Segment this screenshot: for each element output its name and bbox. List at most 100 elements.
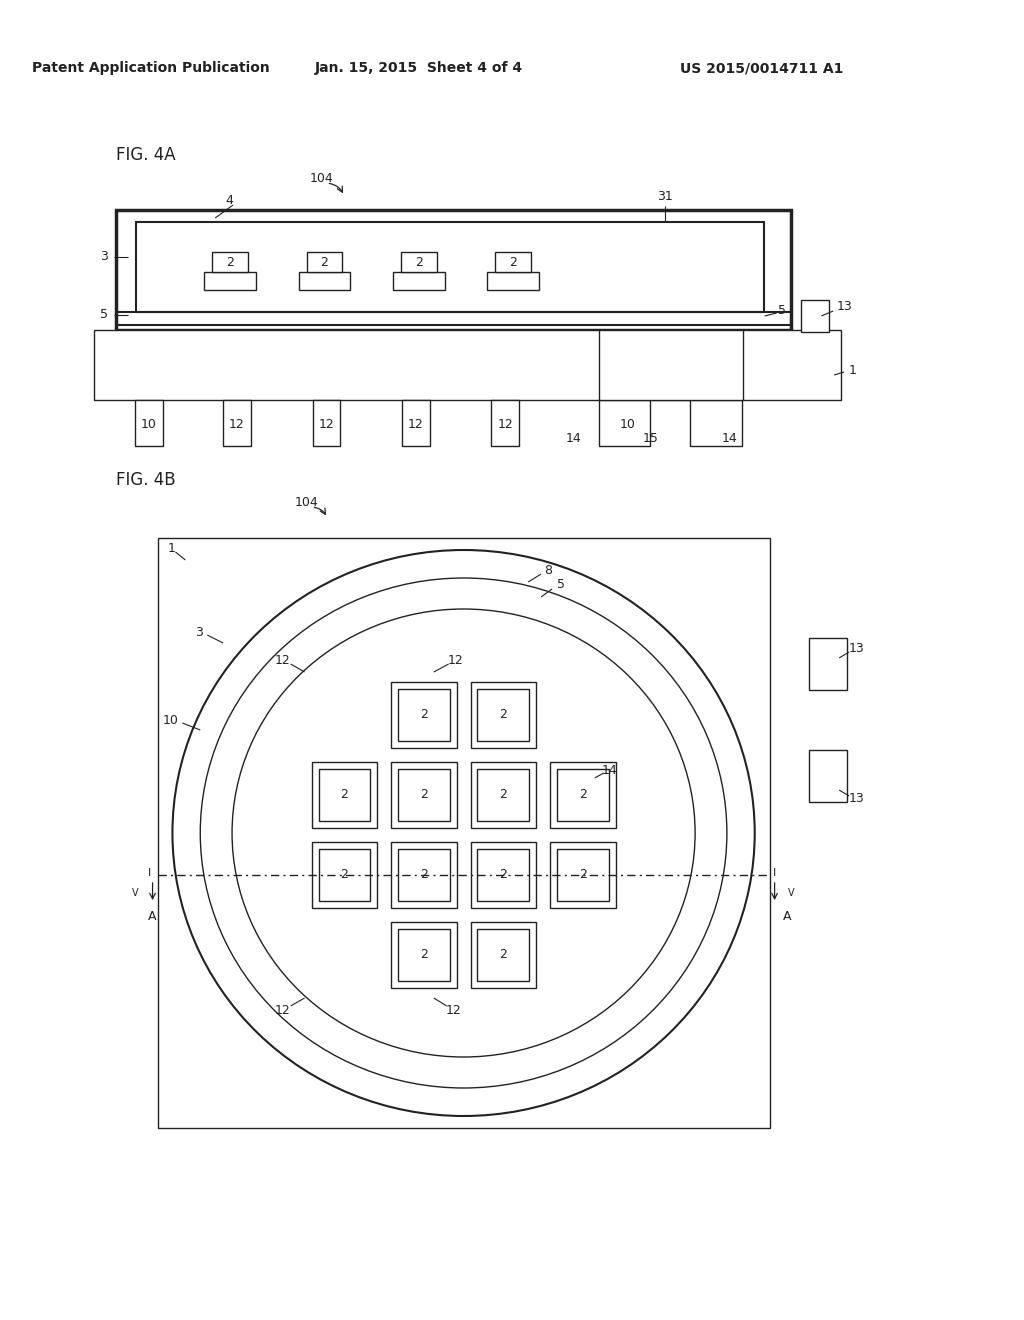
Text: 2: 2 — [500, 788, 507, 801]
Bar — [398, 770, 450, 821]
Text: US 2015/0014711 A1: US 2015/0014711 A1 — [680, 61, 844, 75]
Bar — [487, 272, 539, 290]
Text: I: I — [147, 869, 152, 878]
Bar — [402, 400, 430, 446]
Text: 2: 2 — [500, 709, 507, 722]
Bar — [809, 638, 847, 690]
Text: V: V — [132, 888, 139, 898]
Text: 14: 14 — [566, 432, 582, 445]
Text: 12: 12 — [229, 418, 245, 432]
Bar — [391, 762, 457, 828]
Bar — [94, 330, 841, 400]
Bar — [212, 252, 248, 272]
Text: 14: 14 — [602, 763, 617, 776]
Bar — [809, 750, 847, 803]
Bar — [599, 400, 650, 446]
Text: 104: 104 — [295, 495, 318, 508]
Bar — [550, 762, 615, 828]
Bar — [492, 400, 519, 446]
Text: 1: 1 — [849, 363, 857, 376]
Bar — [477, 770, 529, 821]
Text: A: A — [783, 911, 792, 924]
Text: 31: 31 — [657, 190, 673, 203]
Text: 10: 10 — [620, 418, 636, 432]
Text: 12: 12 — [408, 418, 424, 432]
Text: 8: 8 — [544, 564, 552, 577]
Bar — [393, 272, 444, 290]
Text: 15: 15 — [642, 432, 658, 445]
Text: 2: 2 — [579, 788, 587, 801]
Text: 12: 12 — [447, 653, 464, 667]
Text: FIG. 4A: FIG. 4A — [116, 147, 175, 164]
Bar — [391, 682, 457, 748]
Bar — [223, 400, 251, 446]
Bar — [477, 849, 529, 902]
Text: 12: 12 — [318, 418, 334, 432]
Bar — [471, 682, 537, 748]
Text: I: I — [773, 869, 776, 878]
Bar — [398, 929, 450, 981]
Text: FIG. 4B: FIG. 4B — [116, 471, 175, 488]
Text: 2: 2 — [500, 869, 507, 882]
Bar — [599, 330, 742, 400]
Text: 13: 13 — [837, 301, 852, 314]
Text: 3: 3 — [196, 626, 203, 639]
Text: 2: 2 — [420, 869, 428, 882]
Bar — [398, 689, 450, 741]
Bar — [312, 400, 340, 446]
Bar — [116, 210, 792, 330]
Bar — [557, 770, 608, 821]
Bar — [135, 400, 163, 446]
Text: 10: 10 — [140, 418, 157, 432]
Text: 13: 13 — [848, 642, 864, 655]
Text: A: A — [148, 911, 157, 924]
Bar — [471, 762, 537, 828]
Bar — [477, 689, 529, 741]
Text: 12: 12 — [498, 418, 513, 432]
Text: 12: 12 — [445, 1003, 462, 1016]
Bar — [496, 252, 531, 272]
Text: 1: 1 — [168, 543, 175, 556]
Text: Patent Application Publication: Patent Application Publication — [32, 61, 269, 75]
Text: 2: 2 — [226, 256, 234, 268]
Text: Jan. 15, 2015  Sheet 4 of 4: Jan. 15, 2015 Sheet 4 of 4 — [314, 61, 523, 75]
Text: 2: 2 — [321, 256, 329, 268]
Text: 4: 4 — [225, 194, 233, 206]
Text: 2: 2 — [509, 256, 517, 268]
Text: 14: 14 — [722, 432, 737, 445]
Bar — [299, 272, 350, 290]
Text: 5: 5 — [100, 309, 108, 322]
Bar — [135, 222, 764, 312]
Text: 5: 5 — [557, 578, 565, 591]
Text: V: V — [788, 888, 795, 898]
Text: 13: 13 — [848, 792, 864, 804]
Text: 104: 104 — [309, 172, 334, 185]
Ellipse shape — [201, 578, 727, 1088]
Bar — [391, 921, 457, 987]
Bar — [318, 770, 371, 821]
Text: 3: 3 — [100, 251, 108, 264]
Bar — [401, 252, 437, 272]
Bar — [318, 849, 371, 902]
Text: 2: 2 — [415, 256, 423, 268]
Ellipse shape — [232, 609, 695, 1057]
Text: 2: 2 — [340, 869, 348, 882]
Bar — [550, 842, 615, 908]
Text: 10: 10 — [163, 714, 178, 726]
Text: 2: 2 — [420, 709, 428, 722]
Bar — [802, 300, 829, 333]
Ellipse shape — [172, 550, 755, 1115]
Bar — [391, 842, 457, 908]
Bar — [158, 539, 770, 1129]
Bar — [306, 252, 342, 272]
Text: 2: 2 — [340, 788, 348, 801]
Bar — [311, 762, 377, 828]
Bar — [557, 849, 608, 902]
Text: 2: 2 — [500, 949, 507, 961]
Text: 5: 5 — [777, 304, 785, 317]
Text: 2: 2 — [420, 949, 428, 961]
Text: 2: 2 — [420, 788, 428, 801]
Text: 12: 12 — [274, 653, 291, 667]
Bar — [471, 842, 537, 908]
Bar — [204, 272, 256, 290]
